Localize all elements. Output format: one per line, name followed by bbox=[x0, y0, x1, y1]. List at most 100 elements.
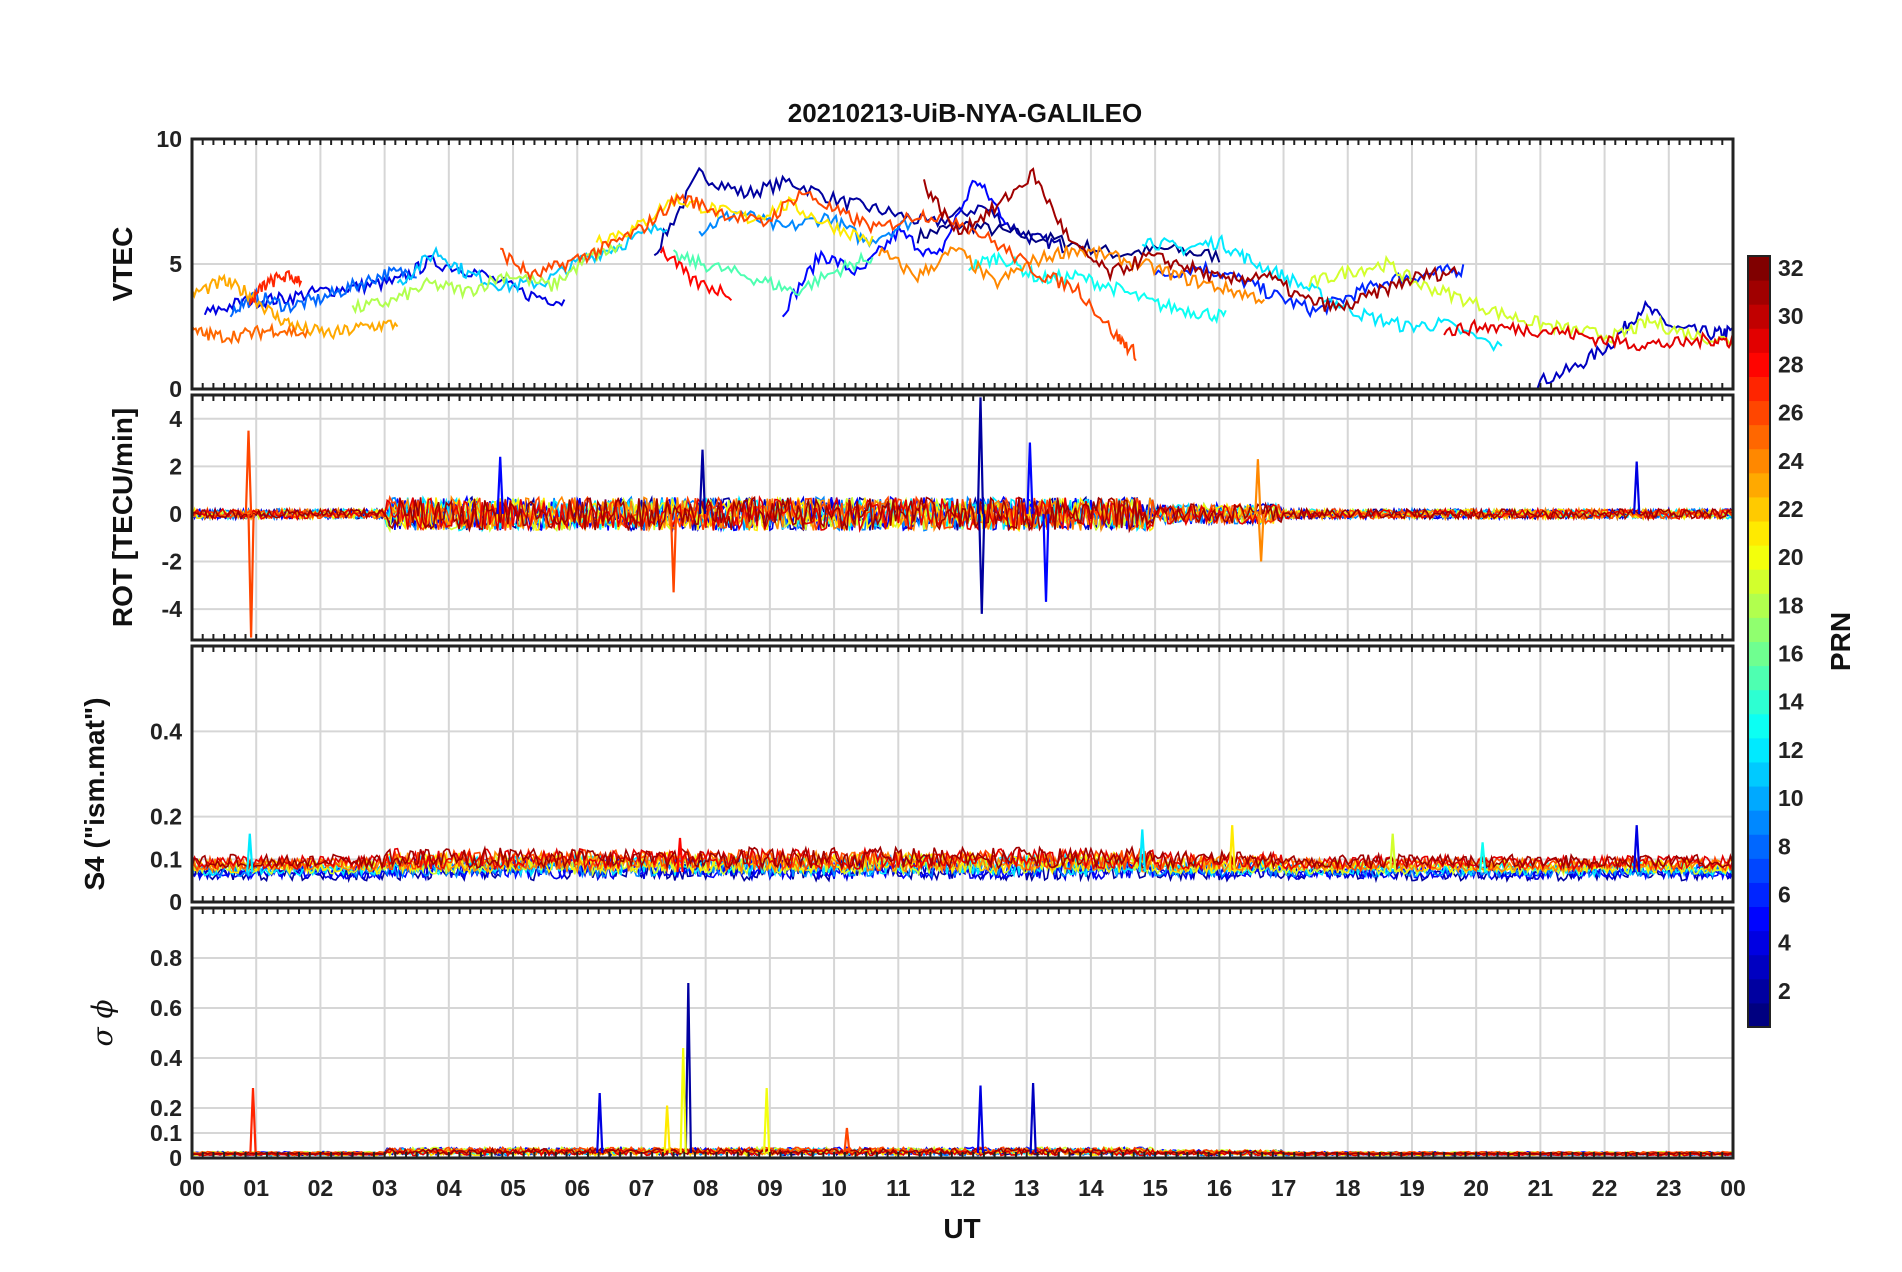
colorbar-segment bbox=[1748, 858, 1770, 883]
grid bbox=[191, 138, 1734, 390]
colorbar-segment bbox=[1748, 1002, 1770, 1028]
spike-prn-5 bbox=[1026, 442, 1034, 514]
minor-ticks bbox=[191, 395, 1734, 640]
colorbar-segment bbox=[1748, 472, 1770, 498]
x-tick-labels: 00 01 02 03 04 05 06 07 08 09 10 11 12 13 14 15 16 17 18 19… bbox=[179, 1175, 1746, 1201]
minor-ticks bbox=[191, 139, 1734, 389]
spike-prn-19 bbox=[1389, 833, 1397, 873]
series-line-prn-26 bbox=[500, 189, 1137, 362]
colorbar-tick-label: 8 bbox=[1778, 833, 1791, 859]
colorbar-segment bbox=[1748, 448, 1770, 474]
grid bbox=[191, 908, 1734, 1159]
spike-prn-2 bbox=[978, 513, 986, 614]
series-line-prn-24 bbox=[878, 244, 1266, 305]
colorbar-segment bbox=[1748, 713, 1770, 739]
series-line-prn-26 bbox=[192, 494, 1733, 531]
series-line-prn-18 bbox=[351, 243, 623, 315]
y-axis-label: σ ϕ bbox=[86, 999, 119, 1046]
colorbar-segment bbox=[1748, 930, 1770, 956]
panel-sigma_phi: 00.10.2 0.4 0.6 0.8 σ ϕ bbox=[86, 906, 1735, 1171]
x-tick-label: 09 bbox=[757, 1175, 783, 1201]
spike-prn-5 bbox=[1042, 513, 1050, 602]
x-tick-label: 23 bbox=[1656, 1175, 1682, 1201]
series-line-prn-3 bbox=[1532, 299, 1733, 389]
spike-prn-12 bbox=[246, 833, 254, 873]
colorbar-segment bbox=[1748, 882, 1770, 908]
colorbar-segment bbox=[1748, 496, 1770, 522]
spike-prn-12 bbox=[1138, 829, 1146, 873]
x-tick-label: 01 bbox=[243, 1175, 269, 1201]
y-tick-label: 2 bbox=[169, 453, 182, 479]
colorbar-segment bbox=[1748, 256, 1770, 281]
colorbar-segment bbox=[1748, 761, 1770, 787]
x-tick-label: 11 bbox=[886, 1175, 911, 1201]
y-tick-label: 0 bbox=[169, 501, 182, 527]
spike-prn-2 bbox=[976, 397, 985, 514]
y-tick-label: 0 bbox=[169, 889, 182, 915]
y-tick-label: -2 bbox=[162, 549, 182, 575]
x-tick-label: 08 bbox=[693, 1175, 719, 1201]
spike-prn-2 bbox=[698, 449, 707, 514]
colorbar-segment bbox=[1748, 810, 1770, 835]
spike-prn-13 bbox=[1478, 842, 1487, 873]
spike-prn-4 bbox=[976, 1085, 985, 1154]
colorbar-segment bbox=[1748, 569, 1770, 594]
spike-prn-20 bbox=[679, 1047, 687, 1154]
colorbar-tick-label: 2 bbox=[1778, 978, 1791, 1004]
colorbar-tick-label: 28 bbox=[1778, 351, 1804, 377]
x-tick-label: 17 bbox=[1271, 1175, 1297, 1201]
y-axis-label: S4 ("ism.mat") bbox=[79, 697, 110, 890]
spike-prn-4 bbox=[596, 1092, 604, 1154]
colorbar-tick-label: 32 bbox=[1778, 255, 1804, 281]
y-tick-label: 0.1 bbox=[150, 846, 182, 872]
series-line-prn-26 bbox=[192, 847, 1733, 874]
series-line-prn-15 bbox=[672, 249, 874, 297]
series-line-prn-25 bbox=[192, 322, 309, 345]
colorbar-tick-label: 10 bbox=[1778, 785, 1804, 811]
y-tick-label: 0 bbox=[169, 1145, 182, 1171]
panel-s4: 0 0.1 0.2 0.4 S4 ("ism.mat") bbox=[79, 644, 1735, 915]
series-line-prn-31 bbox=[923, 167, 1458, 313]
series-line-prn-12 bbox=[1141, 233, 1503, 353]
series-line-prn-21 bbox=[595, 191, 874, 248]
colorbar-segment bbox=[1748, 978, 1770, 1004]
y-tick-label: 0.2 bbox=[150, 804, 182, 830]
series-line-prn-13 bbox=[968, 251, 1227, 325]
colorbar-tick-label: 24 bbox=[1778, 448, 1804, 474]
y-tick-label: 0.4 bbox=[150, 718, 182, 744]
spike-prn-26 bbox=[669, 513, 678, 593]
x-tick-label: 04 bbox=[436, 1175, 462, 1201]
series-line-prn-6 bbox=[1154, 260, 1465, 319]
series-line-prn-31 bbox=[192, 495, 1733, 534]
spike-prn-4 bbox=[1633, 825, 1641, 873]
panel-rot: -4 -2 0 2 4 ROT [TECU/min] bbox=[107, 393, 1735, 642]
spike-prn-26 bbox=[244, 430, 253, 514]
y-tick-label: 0 bbox=[169, 376, 182, 402]
minor-ticks bbox=[191, 908, 1734, 1158]
spike-prn-28 bbox=[676, 837, 684, 873]
spike-prn-24 bbox=[1257, 513, 1265, 562]
colorbar-segment bbox=[1748, 400, 1770, 426]
spike-prn-4 bbox=[1633, 461, 1641, 514]
y-tick-label: -4 bbox=[162, 596, 183, 622]
series-line-prn-29 bbox=[1443, 318, 1733, 352]
x-tick-label: 02 bbox=[308, 1175, 334, 1201]
x-tick-label: 00 bbox=[179, 1175, 205, 1201]
x-tick-label: 10 bbox=[821, 1175, 847, 1201]
x-tick-label: 14 bbox=[1078, 1175, 1104, 1201]
y-axis-label: VTEC bbox=[107, 227, 138, 302]
colorbar-tick-label: 12 bbox=[1778, 737, 1804, 763]
y-axis-label: ROT [TECU/min] bbox=[107, 408, 138, 627]
x-tick-label: 03 bbox=[372, 1175, 398, 1201]
colorbar-segment bbox=[1748, 737, 1770, 763]
series-line-prn-8 bbox=[229, 265, 417, 318]
x-tick-label: 05 bbox=[500, 1175, 526, 1201]
x-tick-label: 12 bbox=[950, 1175, 976, 1201]
traces bbox=[192, 825, 1733, 884]
spike-prn-27 bbox=[249, 1087, 257, 1154]
x-tick-label: 20 bbox=[1463, 1175, 1489, 1201]
colorbar-segment bbox=[1748, 954, 1770, 980]
series-line-prn-2 bbox=[653, 166, 1066, 257]
y-tick-label: 0.6 bbox=[150, 995, 182, 1021]
